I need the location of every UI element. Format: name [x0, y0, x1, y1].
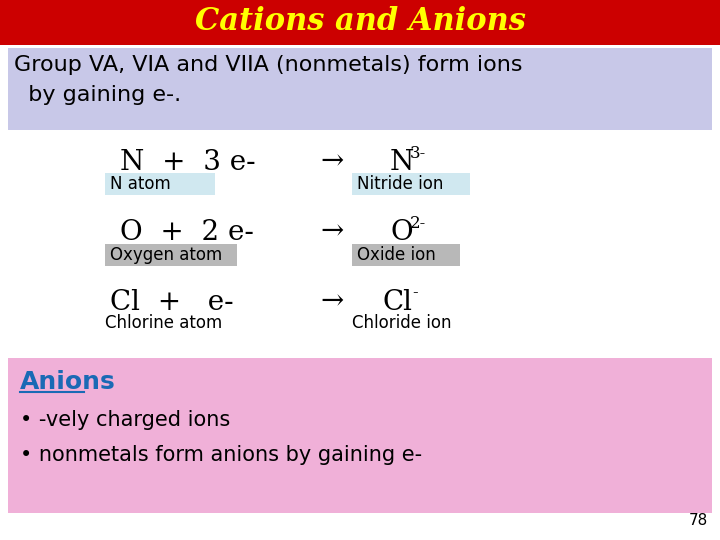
Text: →: →: [320, 219, 343, 246]
Text: N: N: [390, 148, 415, 176]
Text: O  +  2 e-: O + 2 e-: [120, 219, 254, 246]
Text: Cl  +   e-: Cl + e-: [110, 288, 233, 315]
Text: Oxide ion: Oxide ion: [357, 246, 436, 264]
FancyBboxPatch shape: [352, 173, 470, 195]
Text: Group VA, VIA and VIIA (nonmetals) form ions
  by gaining e-.: Group VA, VIA and VIIA (nonmetals) form …: [14, 55, 523, 105]
Text: Chloride ion: Chloride ion: [352, 314, 451, 332]
Text: Nitride ion: Nitride ion: [357, 175, 444, 193]
FancyBboxPatch shape: [105, 244, 237, 266]
Text: 2-: 2-: [410, 214, 426, 232]
Text: N  +  3 e-: N + 3 e-: [120, 148, 256, 176]
Text: • -vely charged ions: • -vely charged ions: [20, 410, 230, 430]
Text: -: -: [412, 285, 418, 301]
Text: Chlorine atom: Chlorine atom: [105, 314, 222, 332]
FancyBboxPatch shape: [8, 358, 712, 513]
FancyBboxPatch shape: [0, 0, 720, 45]
Text: O: O: [390, 219, 413, 246]
Text: Anions: Anions: [20, 370, 116, 394]
FancyBboxPatch shape: [352, 244, 460, 266]
Text: Oxygen atom: Oxygen atom: [110, 246, 222, 264]
Text: N atom: N atom: [110, 175, 171, 193]
FancyBboxPatch shape: [105, 173, 215, 195]
Text: Cations and Anions: Cations and Anions: [194, 6, 526, 37]
FancyBboxPatch shape: [8, 48, 712, 130]
Text: →: →: [320, 288, 343, 315]
Text: Cl: Cl: [383, 288, 413, 315]
Text: • nonmetals form anions by gaining e-: • nonmetals form anions by gaining e-: [20, 445, 422, 465]
Text: 78: 78: [689, 513, 708, 528]
Text: 3-: 3-: [410, 145, 426, 161]
Text: →: →: [320, 148, 343, 176]
